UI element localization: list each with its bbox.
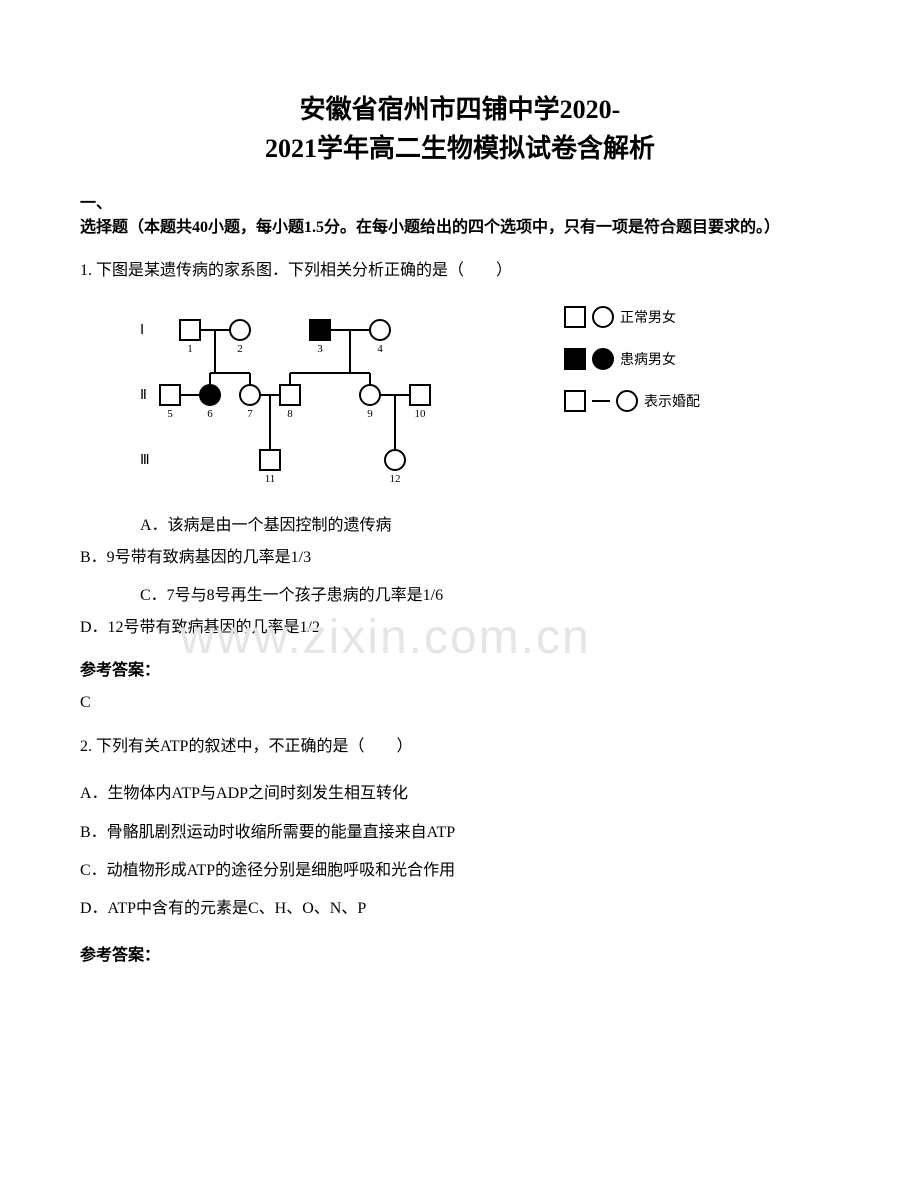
q1-stem: 1. 下图是某遗传病的家系图．下列相关分析正确的是（ ） [80, 258, 840, 284]
svg-text:Ⅰ: Ⅰ [140, 323, 144, 338]
pedigree-svg: ⅠⅡⅢ123456789101112 [140, 300, 540, 490]
section-header-l1: 一、 [80, 195, 112, 212]
svg-text:4: 4 [377, 343, 383, 355]
q1-answer-label: 参考答案： [80, 656, 840, 680]
svg-text:9: 9 [367, 408, 373, 420]
exam-title: 安徽省宿州市四铺中学2020- 2021学年高二生物模拟试卷含解析 [80, 90, 840, 168]
svg-text:6: 6 [207, 408, 213, 420]
svg-text:1: 1 [187, 343, 193, 355]
q1-options: A．该病是由一个基因控制的遗传病 B．9号带有致病基因的几率是1/3 C．7号与… [80, 510, 840, 644]
legend-marriage-ci-icon [616, 390, 638, 412]
svg-text:11: 11 [265, 473, 276, 485]
title-line-1: 安徽省宿州市四铺中学2020- [300, 95, 621, 124]
q2-opt-a: A．生物体内ATP与ADP之间时刻发生相互转化 [80, 775, 840, 813]
svg-text:Ⅲ: Ⅲ [140, 453, 150, 468]
q2-opt-d: D．ATP中含有的元素是C、H、O、N、P [80, 890, 840, 928]
q1-opt-c: C．7号与8号再生一个孩子患病的几率是1/6 [140, 580, 840, 612]
q2-options: A．生物体内ATP与ADP之间时刻发生相互转化 B．骨骼肌剧烈运动时收缩所需要的… [80, 775, 840, 929]
svg-text:2: 2 [237, 343, 243, 355]
svg-text:8: 8 [287, 408, 293, 420]
svg-text:7: 7 [247, 408, 253, 420]
svg-text:10: 10 [415, 408, 427, 420]
legend-normal: 正常男女 [564, 306, 700, 328]
legend-affected-label: 患病男女 [620, 349, 676, 369]
pedigree-legend: 正常男女 患病男女 表示婚配 [564, 306, 700, 432]
pedigree-figure: ⅠⅡⅢ123456789101112 正常男女 患病男女 表示婚配 [140, 300, 700, 490]
q1-answer-value: C [80, 694, 840, 712]
svg-text:5: 5 [167, 408, 173, 420]
legend-circle-affected-icon [592, 348, 614, 370]
q1-opt-a: A．该病是由一个基因控制的遗传病 [140, 510, 840, 542]
q2-opt-c: C．动植物形成ATP的途径分别是细胞呼吸和光合作用 [80, 852, 840, 890]
title-line-2: 2021学年高二生物模拟试卷含解析 [265, 134, 655, 163]
legend-affected: 患病男女 [564, 348, 700, 370]
q1-opt-b: B．9号带有致病基因的几率是1/3 [80, 542, 840, 574]
svg-text:Ⅱ: Ⅱ [140, 388, 147, 403]
legend-square-normal-icon [564, 306, 586, 328]
q2-stem: 2. 下列有关ATP的叙述中，不正确的是（ ） [80, 734, 840, 760]
legend-normal-label: 正常男女 [620, 307, 676, 327]
section-header: 一、 选择题（本题共40小题，每小题1.5分。在每小题给出的四个选项中，只有一项… [80, 192, 840, 240]
q2-answer-label: 参考答案： [80, 941, 840, 965]
svg-text:3: 3 [317, 343, 323, 355]
svg-text:12: 12 [390, 473, 401, 485]
q1-opt-d: D．12号带有致病基因的几率是1/2 [80, 612, 840, 644]
legend-marriage-label: 表示婚配 [644, 391, 700, 411]
legend-marriage-sq-icon [564, 390, 586, 412]
section-header-l2: 选择题（本题共40小题，每小题1.5分。在每小题给出的四个选项中，只有一项是符合… [80, 219, 780, 236]
legend-marriage-line-icon [592, 400, 610, 402]
q2-opt-b: B．骨骼肌剧烈运动时收缩所需要的能量直接来自ATP [80, 814, 840, 852]
legend-circle-normal-icon [592, 306, 614, 328]
legend-square-affected-icon [564, 348, 586, 370]
legend-marriage: 表示婚配 [564, 390, 700, 412]
